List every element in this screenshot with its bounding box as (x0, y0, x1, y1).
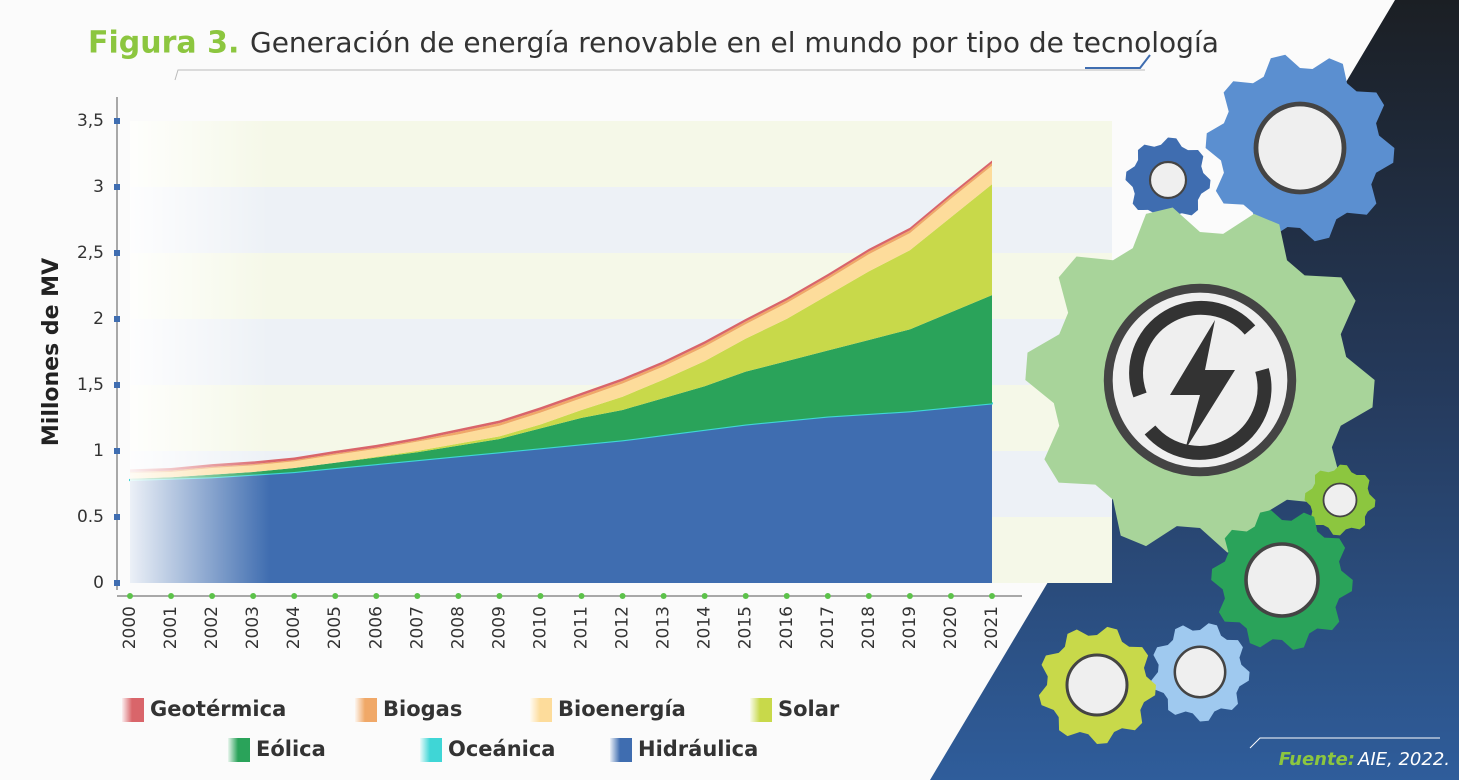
x-tick-label: 2006 (366, 606, 386, 649)
legend-swatch-fade (610, 738, 620, 762)
x-tick (291, 593, 298, 599)
x-tick-label: 2018 (859, 606, 879, 649)
x-tick-label: 2020 (941, 606, 961, 649)
legend-label: Solar (778, 697, 840, 721)
x-tick (906, 593, 913, 599)
area (130, 165, 992, 479)
y-tick-label: 3,5 (77, 111, 104, 131)
gear-face (1244, 542, 1320, 618)
y-tick (114, 316, 120, 322)
y-tick-label: 1,5 (77, 375, 104, 395)
y-axis-label: Millones de MV (39, 258, 64, 446)
x-tick (537, 593, 544, 599)
x-tick (947, 593, 954, 599)
gear-face (1148, 160, 1188, 200)
x-tick-label: 2003 (243, 606, 263, 649)
legend-label: Bioenergía (558, 697, 686, 721)
legend-label: Geotérmica (150, 697, 286, 721)
x-tick (660, 593, 667, 599)
bolt-icon (1170, 320, 1235, 450)
source-rule (1249, 737, 1440, 749)
x-tick-label: 2015 (736, 606, 756, 649)
x-tick-label: 2005 (325, 606, 345, 649)
y-tick-label: 2 (93, 309, 104, 329)
figure-label: Figura 3. (88, 26, 239, 61)
x-tick-label: 2014 (695, 606, 715, 649)
x-tick-label: 2012 (613, 606, 633, 649)
x-tick-label: 2010 (530, 606, 550, 649)
chart-title: Generación de energía renovable en el mu… (250, 26, 1219, 59)
x-tick (209, 593, 216, 599)
y-tick (114, 118, 120, 124)
gear-face (1322, 482, 1358, 518)
y-tick (114, 448, 120, 454)
y-tick (114, 184, 120, 190)
x-tick (168, 593, 175, 599)
x-tick-label: 2017 (818, 606, 838, 649)
legend-swatch-fade (355, 698, 365, 722)
y-tick (114, 514, 120, 520)
x-tick-label: 2013 (654, 606, 674, 649)
legend-label: Eólica (256, 737, 326, 761)
title-rule (174, 69, 1145, 81)
legend-swatch-fade (750, 698, 760, 722)
area (130, 403, 992, 583)
y-tick-label: 0.5 (77, 507, 104, 527)
x-tick (619, 593, 626, 599)
refresh-arc (1144, 368, 1272, 460)
x-tick (496, 593, 503, 599)
y-tick (114, 250, 120, 256)
area (130, 295, 992, 480)
plot-band (130, 121, 1112, 187)
legend-swatch-fade (228, 738, 238, 762)
x-tick (578, 593, 585, 599)
x-tick-label: 2019 (900, 606, 920, 649)
x-tick (742, 593, 749, 599)
legend-swatch-fade (530, 698, 540, 722)
x-tick-label: 2021 (982, 606, 1002, 649)
gear-face (1253, 101, 1347, 195)
x-tick-label: 2011 (572, 606, 592, 649)
y-tick-label: 0 (93, 573, 104, 593)
title-accent (1085, 54, 1151, 69)
x-tick (250, 593, 257, 599)
legend-label: Hidráulica (638, 737, 758, 761)
x-tick-label: 2002 (202, 606, 222, 649)
y-tick-label: 2,5 (77, 243, 104, 263)
legend-label: Biogas (383, 697, 462, 721)
x-tick (373, 593, 380, 599)
source: AIE, 2022. (1357, 749, 1450, 770)
x-tick (414, 593, 421, 599)
source-label: Fuente: (1279, 749, 1355, 770)
x-tick-label: 2016 (777, 606, 797, 649)
x-tick-label: 2000 (120, 606, 140, 649)
x-tick (989, 593, 995, 599)
x-tick-label: 2009 (489, 606, 509, 649)
refresh-arc (1129, 300, 1256, 398)
legend-label: Oceánica (448, 737, 555, 761)
y-tick-label: 3 (93, 177, 104, 197)
x-tick-label: 2004 (284, 606, 304, 649)
x-tick (865, 593, 872, 599)
x-tick (824, 593, 831, 599)
y-tick (114, 382, 120, 388)
x-tick (127, 593, 133, 599)
fade (130, 121, 270, 583)
x-tick-label: 2001 (161, 606, 181, 649)
x-tick (701, 593, 708, 599)
x-tick-label: 2008 (448, 606, 468, 649)
legend-swatch-fade (122, 698, 132, 722)
x-tick (455, 593, 462, 599)
legend-swatch-fade (420, 738, 430, 762)
x-tick (783, 593, 790, 599)
gear-face (1065, 653, 1129, 717)
x-tick-label: 2007 (407, 606, 427, 649)
y-tick-label: 1 (93, 441, 104, 461)
x-tick (332, 593, 339, 599)
gear-face (1173, 645, 1227, 699)
area (130, 184, 992, 479)
y-tick (114, 580, 120, 586)
